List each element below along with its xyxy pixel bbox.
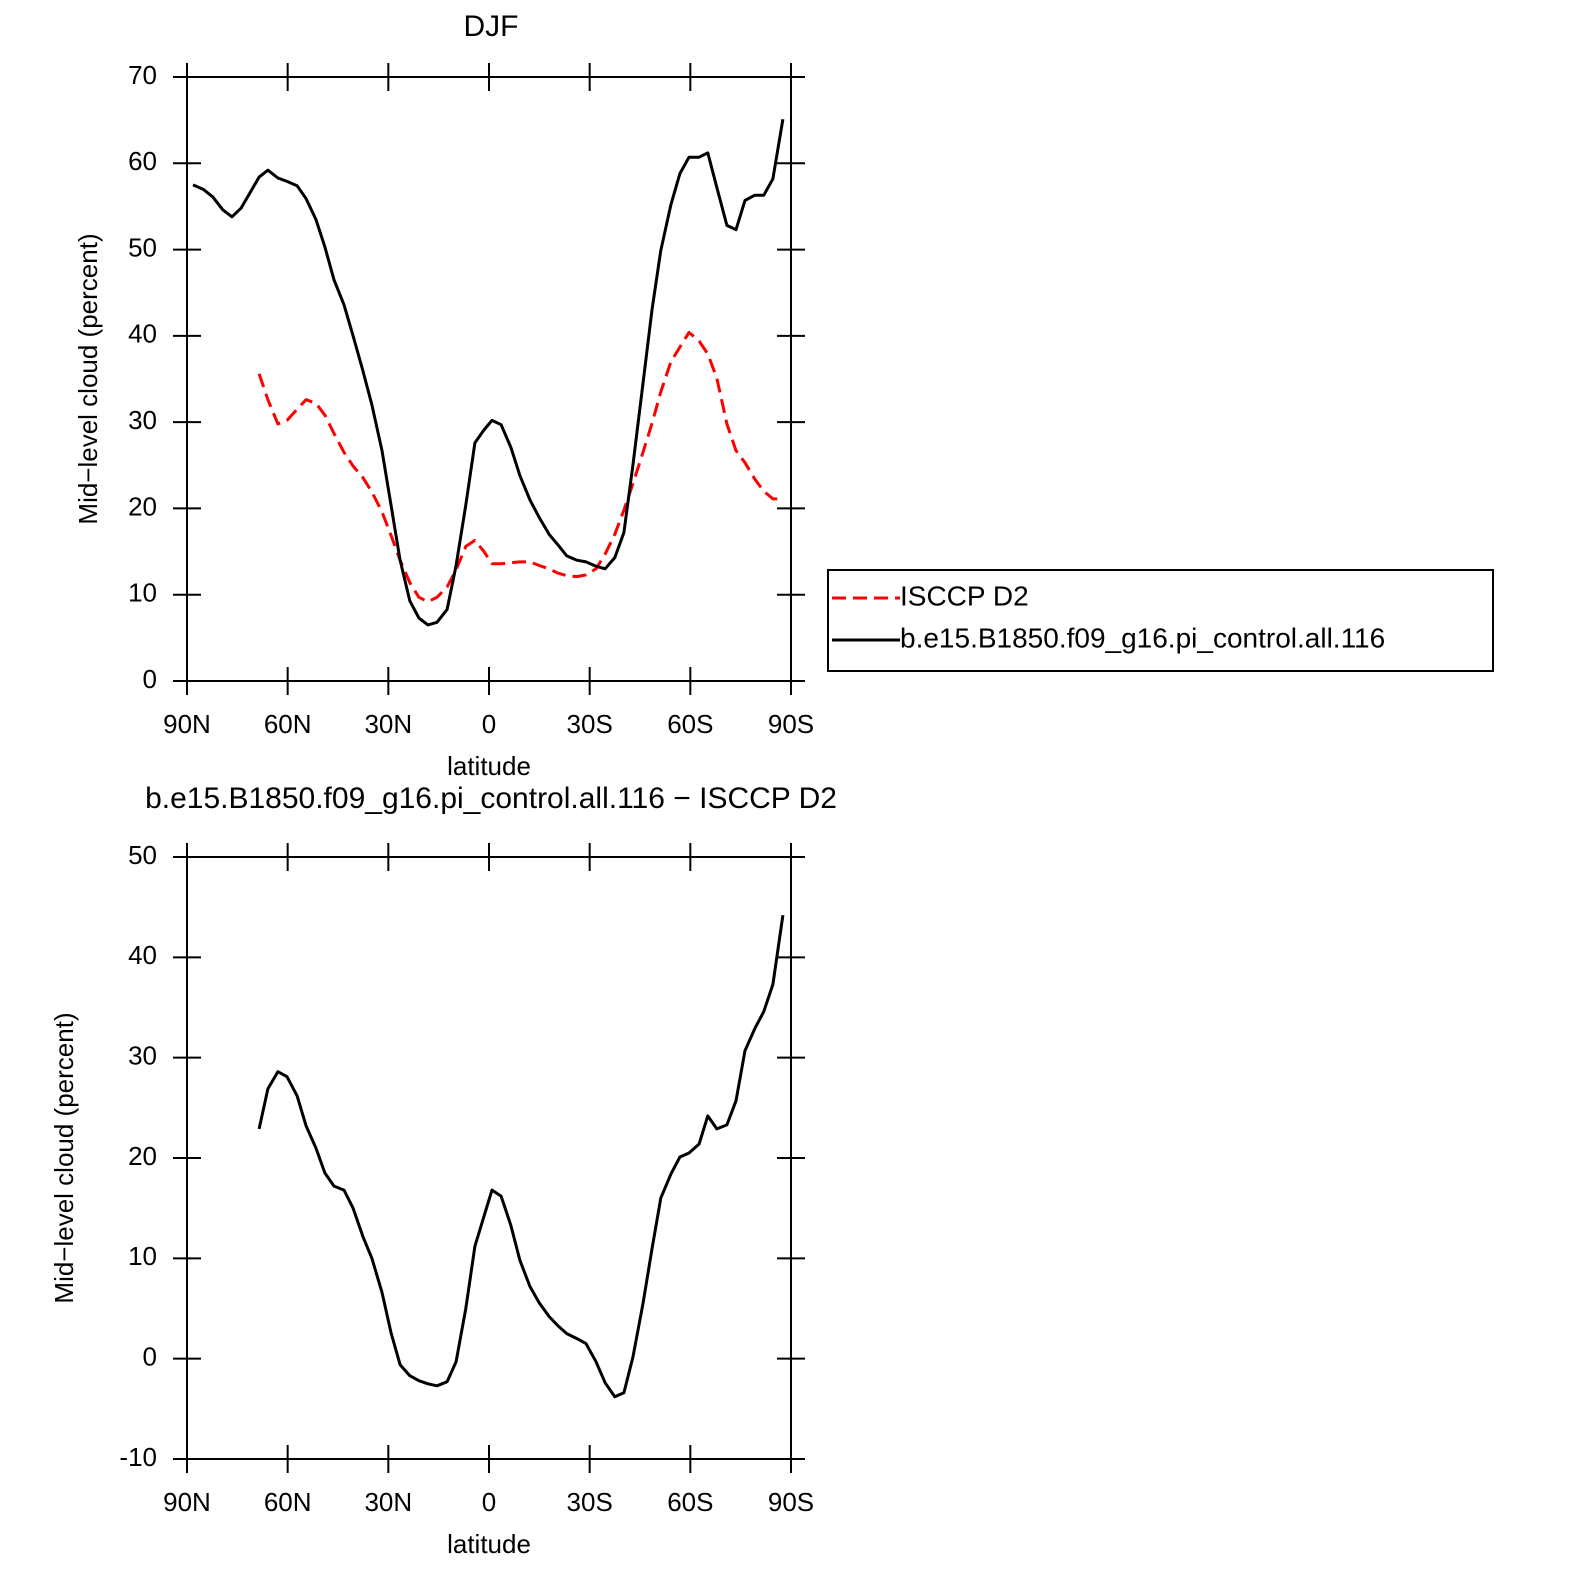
x-tick-label: 0 <box>482 709 496 739</box>
y-axis-label: Mid−level cloud (percent) <box>73 233 103 524</box>
y-tick-label: 60 <box>128 146 157 176</box>
x-axis-label: latitude <box>447 1529 531 1559</box>
data-line <box>257 330 783 604</box>
x-tick-label: 30S <box>567 1487 613 1517</box>
x-tick-label: 60N <box>264 709 312 739</box>
y-tick-label: 40 <box>128 319 157 349</box>
y-tick-label: 40 <box>128 940 157 970</box>
y-tick-label: 20 <box>128 1141 157 1171</box>
y-tick-label: 10 <box>128 1241 157 1271</box>
y-tick-label: 10 <box>128 578 157 608</box>
y-tick-label: 0 <box>143 664 157 694</box>
x-tick-label: 60S <box>667 1487 713 1517</box>
legend-label: ISCCP D2 <box>900 580 1029 611</box>
data-line <box>257 914 785 1399</box>
y-axis-label: Mid−level cloud (percent) <box>49 1012 79 1303</box>
x-tick-label: 60N <box>264 1487 312 1517</box>
legend-label: b.e15.B1850.f09_g16.pi_control.all.116 <box>900 622 1385 653</box>
plot-frame <box>186 76 792 682</box>
x-axis-label: latitude <box>447 751 531 781</box>
x-tick-label: 0 <box>482 1487 496 1517</box>
chart-title: DJF <box>464 10 519 43</box>
x-tick-label: 90N <box>163 1487 211 1517</box>
y-tick-label: 30 <box>128 1041 157 1071</box>
data-line <box>192 119 785 627</box>
x-tick-label: 90S <box>768 709 814 739</box>
chart-title: b.e15.B1850.f09_g16.pi_control.all.116 −… <box>145 782 837 815</box>
y-tick-label: -10 <box>119 1442 157 1472</box>
y-tick-label: 0 <box>143 1342 157 1372</box>
plot-frame <box>186 856 792 1460</box>
y-tick-label: 20 <box>128 491 157 521</box>
y-tick-label: 50 <box>128 232 157 262</box>
y-tick-label: 50 <box>128 840 157 870</box>
x-tick-label: 30S <box>567 709 613 739</box>
x-tick-label: 30N <box>364 709 412 739</box>
y-tick-label: 70 <box>128 60 157 90</box>
x-tick-label: 90S <box>768 1487 814 1517</box>
x-tick-label: 30N <box>364 1487 412 1517</box>
x-tick-label: 90N <box>163 709 211 739</box>
legend-frame <box>827 569 1494 672</box>
y-tick-label: 30 <box>128 405 157 435</box>
x-tick-label: 60S <box>667 709 713 739</box>
